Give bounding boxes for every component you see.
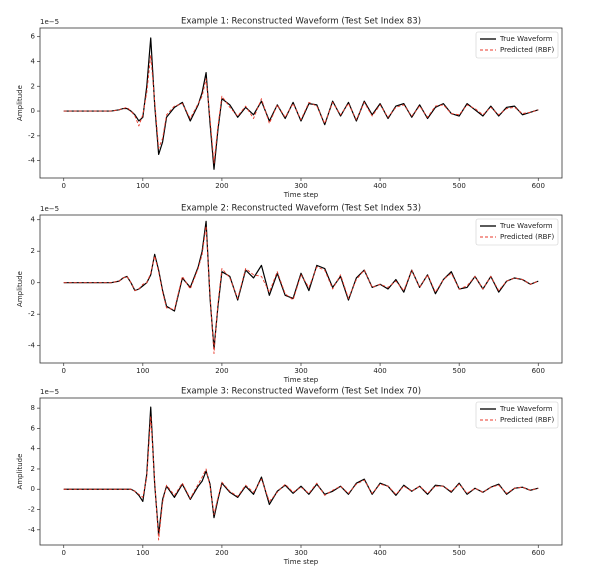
legend-label: Predicted (RBF) bbox=[500, 416, 555, 424]
y-tick-label: -4 bbox=[28, 342, 36, 350]
x-tick-label: 600 bbox=[532, 549, 545, 557]
legend-label: Predicted (RBF) bbox=[500, 46, 555, 54]
x-tick-label: 600 bbox=[532, 367, 545, 375]
plot-frame bbox=[39, 214, 563, 364]
x-tick-label: 100 bbox=[136, 549, 149, 557]
y-tick-label: 6 bbox=[31, 33, 36, 41]
x-tick-label: 600 bbox=[532, 182, 545, 190]
x-tick-label: 0 bbox=[61, 182, 65, 190]
series-line bbox=[63, 220, 539, 350]
y-tick-label: 0 bbox=[31, 279, 35, 287]
y-tick-label: -4 bbox=[28, 157, 36, 165]
y-offset-label: 1e−5 bbox=[40, 18, 59, 26]
y-tick-label: -2 bbox=[28, 132, 35, 140]
x-axis-label: Time step bbox=[283, 558, 319, 566]
series-line bbox=[63, 406, 539, 536]
y-tick-label: -2 bbox=[28, 310, 35, 318]
legend-box bbox=[475, 218, 559, 246]
x-tick-label: 200 bbox=[215, 367, 228, 375]
y-tick-label: 2 bbox=[31, 465, 35, 473]
legend-box bbox=[475, 31, 559, 59]
y-tick-label: 6 bbox=[31, 424, 36, 432]
x-tick-label: 400 bbox=[373, 182, 386, 190]
y-tick-label: 0 bbox=[31, 485, 35, 493]
series-line bbox=[63, 54, 539, 164]
x-axis-label: Time step bbox=[283, 376, 319, 384]
plot-frame bbox=[39, 27, 563, 179]
legend-label: Predicted (RBF) bbox=[500, 233, 555, 241]
y-axis-label: Amplitude bbox=[16, 271, 24, 307]
series-line bbox=[63, 225, 539, 354]
legend-box bbox=[475, 401, 559, 429]
y-axis-label: Amplitude bbox=[16, 85, 24, 121]
y-axis-label: Amplitude bbox=[16, 454, 24, 490]
chart-title: Example 2: Reconstructed Waveform (Test … bbox=[181, 204, 421, 214]
x-tick-label: 300 bbox=[294, 367, 307, 375]
series-line bbox=[63, 415, 539, 541]
x-tick-label: 0 bbox=[61, 549, 65, 557]
series-line bbox=[63, 37, 539, 170]
y-tick-label: 2 bbox=[31, 247, 35, 255]
x-tick-label: 300 bbox=[294, 549, 307, 557]
x-tick-label: 400 bbox=[373, 549, 386, 557]
x-tick-label: 100 bbox=[136, 182, 149, 190]
legend-label: True Waveform bbox=[499, 222, 553, 230]
y-offset-label: 1e−5 bbox=[40, 388, 59, 396]
y-tick-label: -4 bbox=[28, 526, 36, 534]
y-tick-label: 4 bbox=[31, 445, 36, 453]
plot-frame bbox=[39, 397, 563, 546]
y-tick-label: 4 bbox=[31, 216, 36, 224]
x-tick-label: 400 bbox=[373, 367, 386, 375]
y-tick-label: -2 bbox=[28, 506, 35, 514]
x-tick-label: 0 bbox=[61, 367, 65, 375]
y-tick-label: 8 bbox=[31, 404, 35, 412]
x-tick-label: 500 bbox=[452, 182, 465, 190]
legend-label: True Waveform bbox=[499, 405, 553, 413]
y-offset-label: 1e−5 bbox=[40, 205, 59, 213]
x-tick-label: 100 bbox=[136, 367, 149, 375]
x-tick-label: 200 bbox=[215, 549, 228, 557]
y-tick-label: 0 bbox=[31, 107, 35, 115]
y-tick-label: 2 bbox=[31, 82, 35, 90]
x-tick-label: 500 bbox=[452, 549, 465, 557]
legend-label: True Waveform bbox=[499, 35, 553, 43]
x-tick-label: 200 bbox=[215, 182, 228, 190]
chart-title: Example 1: Reconstructed Waveform (Test … bbox=[181, 17, 421, 27]
x-tick-label: 300 bbox=[294, 182, 307, 190]
x-tick-label: 500 bbox=[452, 367, 465, 375]
chart-title: Example 3: Reconstructed Waveform (Test … bbox=[181, 387, 421, 397]
x-axis-label: Time step bbox=[283, 191, 319, 199]
y-tick-label: 4 bbox=[31, 57, 36, 65]
